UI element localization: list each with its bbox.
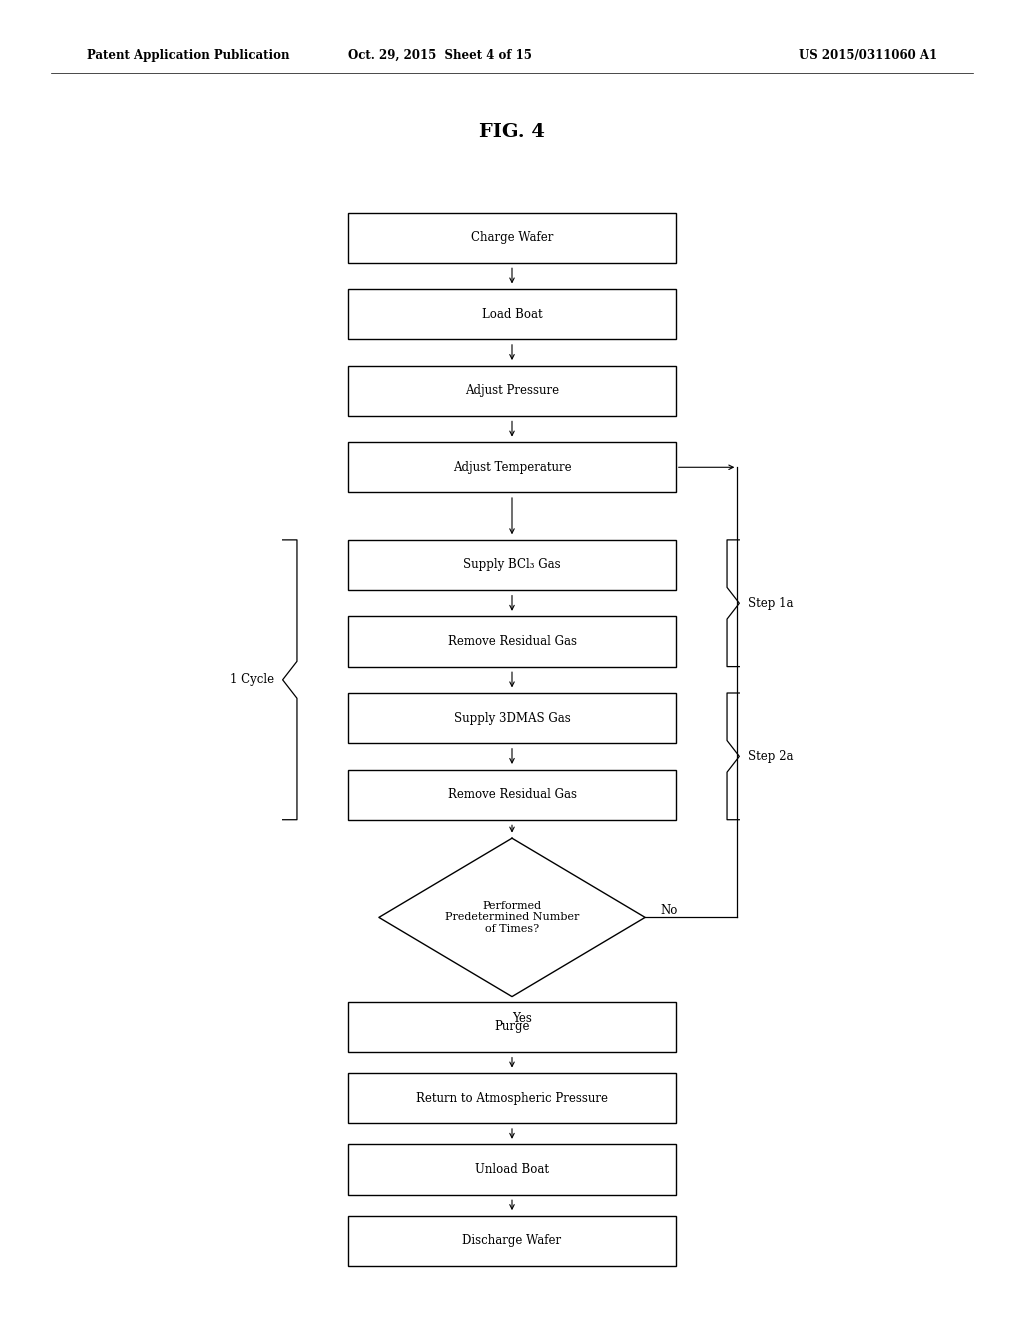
Bar bbox=[348, 442, 676, 492]
Bar bbox=[348, 616, 676, 667]
Text: Unload Boat: Unload Boat bbox=[475, 1163, 549, 1176]
Text: Load Boat: Load Boat bbox=[481, 308, 543, 321]
Bar bbox=[348, 1002, 676, 1052]
Bar bbox=[348, 1073, 676, 1123]
Bar bbox=[348, 540, 676, 590]
Text: Adjust Temperature: Adjust Temperature bbox=[453, 461, 571, 474]
Text: Discharge Wafer: Discharge Wafer bbox=[463, 1234, 561, 1247]
Text: 1 Cycle: 1 Cycle bbox=[230, 673, 274, 686]
Bar bbox=[348, 289, 676, 339]
Text: Yes: Yes bbox=[512, 1012, 532, 1026]
Text: FIG. 4: FIG. 4 bbox=[479, 123, 545, 141]
Text: Step 1a: Step 1a bbox=[748, 597, 793, 610]
Text: Adjust Pressure: Adjust Pressure bbox=[465, 384, 559, 397]
Bar bbox=[348, 1216, 676, 1266]
Text: Step 2a: Step 2a bbox=[748, 750, 793, 763]
Text: Patent Application Publication: Patent Application Publication bbox=[87, 49, 290, 62]
Bar bbox=[348, 693, 676, 743]
Text: Return to Atmospheric Pressure: Return to Atmospheric Pressure bbox=[416, 1092, 608, 1105]
Text: Oct. 29, 2015  Sheet 4 of 15: Oct. 29, 2015 Sheet 4 of 15 bbox=[348, 49, 532, 62]
Text: Remove Residual Gas: Remove Residual Gas bbox=[447, 635, 577, 648]
Bar bbox=[348, 366, 676, 416]
Polygon shape bbox=[379, 838, 645, 997]
Text: Supply BCl₃ Gas: Supply BCl₃ Gas bbox=[463, 558, 561, 572]
Text: Charge Wafer: Charge Wafer bbox=[471, 231, 553, 244]
Text: Remove Residual Gas: Remove Residual Gas bbox=[447, 788, 577, 801]
Text: US 2015/0311060 A1: US 2015/0311060 A1 bbox=[799, 49, 937, 62]
Text: Performed
Predetermined Number
of Times?: Performed Predetermined Number of Times? bbox=[444, 900, 580, 935]
Text: Purge: Purge bbox=[495, 1020, 529, 1034]
Text: Supply 3DMAS Gas: Supply 3DMAS Gas bbox=[454, 711, 570, 725]
Bar bbox=[348, 213, 676, 263]
Text: No: No bbox=[660, 904, 678, 917]
Bar bbox=[348, 770, 676, 820]
Bar bbox=[348, 1144, 676, 1195]
